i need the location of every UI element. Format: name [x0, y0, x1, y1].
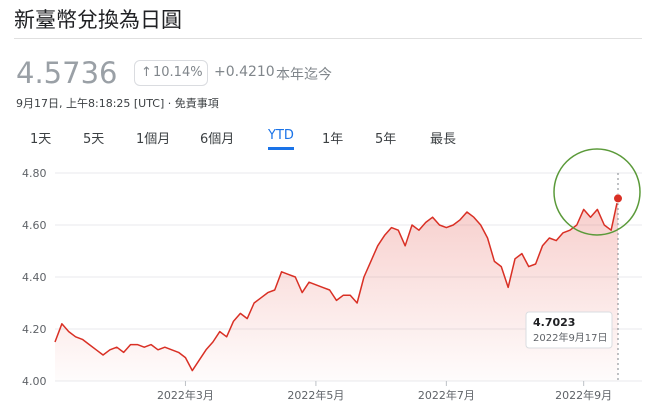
tab[interactable]: 5天 — [83, 132, 105, 147]
change-badge: ↑ 10.14% — [134, 60, 208, 86]
tab-active[interactable]: YTD — [268, 128, 294, 150]
y-tick-label: 4.00 — [22, 375, 47, 388]
timestamp: 9月17日, 上午8:18:25 [UTC] · 免責事項 — [16, 97, 219, 110]
y-tick-label: 4.60 — [22, 219, 47, 232]
hover-dot — [613, 193, 623, 204]
change-abs: +0.4210 — [214, 64, 275, 80]
x-tick-label: 2022年5月 — [287, 388, 344, 402]
area — [55, 198, 618, 381]
tab[interactable]: 6個月 — [200, 132, 235, 147]
change-percent: 10.14% — [153, 65, 203, 80]
y-tick-label: 4.80 — [22, 167, 47, 180]
tab[interactable]: 5年 — [375, 132, 397, 147]
highlight-circle — [553, 148, 641, 236]
x-tick-label: 2022年7月 — [418, 388, 475, 402]
tab[interactable]: 1年 — [322, 132, 344, 147]
price-line — [54, 198, 619, 372]
tooltip-box — [525, 311, 613, 349]
period: 本年迄今 — [276, 67, 332, 83]
tab[interactable]: 最長 — [430, 132, 457, 147]
price: 4.5736 — [16, 56, 118, 90]
tooltip-date: 2022年9月17日 — [533, 331, 608, 344]
x-tick-label: 2022年9月 — [555, 388, 612, 402]
tab[interactable]: 1天 — [30, 132, 52, 147]
up-arrow: ↑ — [141, 65, 152, 80]
x-tick-label: 2022年3月 — [157, 388, 214, 402]
divider — [14, 38, 642, 39]
y-tick-label: 4.20 — [22, 323, 47, 336]
y-tick-label: 4.40 — [22, 271, 47, 284]
tab[interactable]: 1個月 — [136, 132, 171, 147]
tooltip-value: 4.7023 — [533, 316, 575, 329]
title: 新臺幣兌換為日圓 — [14, 8, 182, 32]
